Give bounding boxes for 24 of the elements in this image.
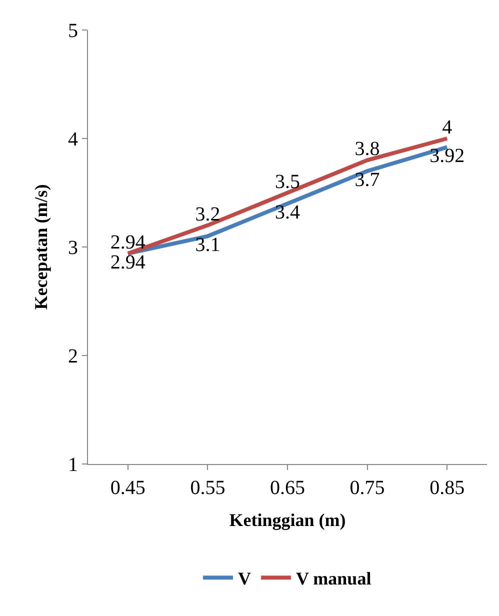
data-label: 3.92	[430, 145, 465, 168]
data-label: 4	[442, 116, 452, 138]
y-tick-label: 2	[68, 346, 78, 368]
x-tick-label: 0.45	[110, 477, 146, 499]
legend-label: V manual	[296, 568, 372, 589]
x-axis-title: Ketinggian (m)	[229, 510, 346, 530]
data-label: 3.7	[354, 169, 380, 192]
data-label: 3.8	[354, 138, 380, 160]
x-tick-label: 0.55	[190, 477, 226, 499]
y-tick-label: 5	[68, 20, 78, 42]
data-label: 3.5	[275, 170, 300, 193]
data-label: 3.1	[195, 234, 220, 256]
y-tick-label: 1	[68, 454, 78, 476]
data-label: 2.94	[110, 252, 146, 274]
y-axis-title: Kecepatan (m/s)	[31, 184, 52, 310]
x-tick-label: 0.85	[430, 477, 465, 499]
data-label: 2.94	[110, 232, 146, 254]
x-tick-label: 0.65	[270, 477, 305, 499]
legend-label: V	[238, 568, 251, 589]
data-label: 3.4	[275, 202, 300, 224]
y-tick-label: 3	[68, 237, 78, 259]
data-label: 3.2	[195, 203, 220, 226]
x-tick-label: 0.75	[350, 477, 385, 499]
y-tick-label: 4	[68, 128, 78, 150]
